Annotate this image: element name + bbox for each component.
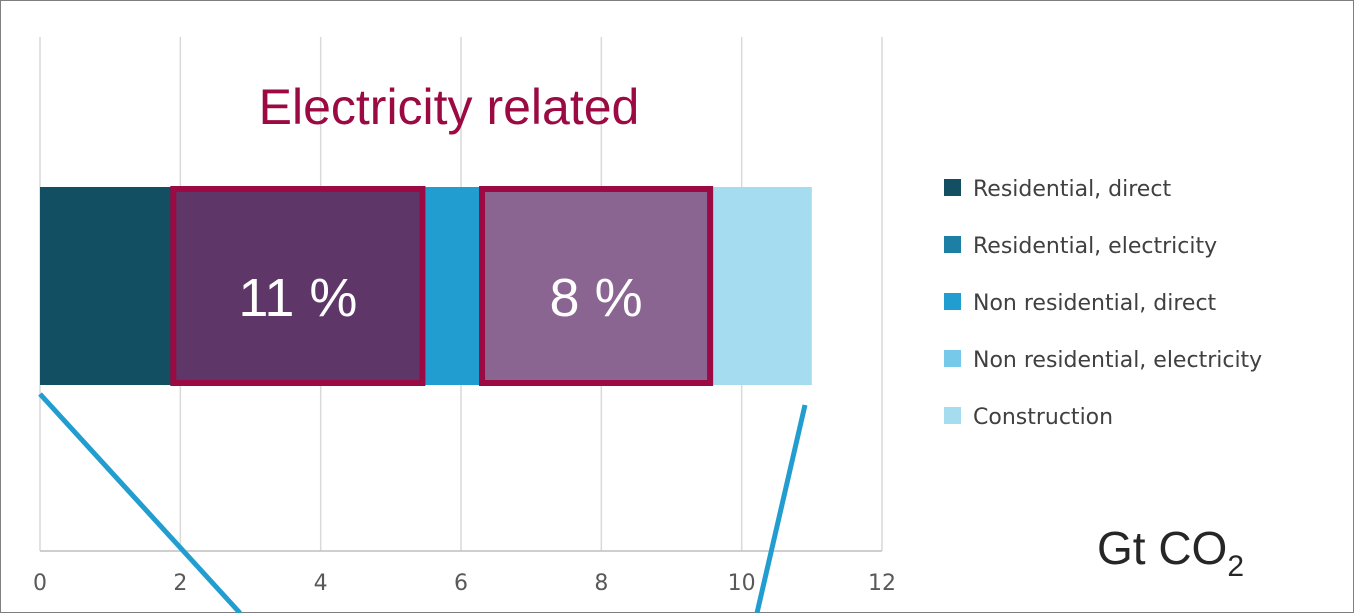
highlight-label-2: 8 % — [550, 268, 643, 328]
x-tick-label: 4 — [314, 571, 328, 596]
highlight-box-1 — [170, 186, 426, 386]
x-tick-label: 2 — [173, 571, 187, 596]
legend-label-4: Non residential, electricity — [973, 348, 1262, 373]
legend-label-2: Residential, electricity — [973, 234, 1217, 259]
highlight-box-2 — [479, 186, 714, 386]
unit-main: Gt CO — [1097, 522, 1227, 574]
chart-title: Electricity related — [259, 79, 640, 135]
x-tick-label: 0 — [33, 571, 47, 596]
unit-label: Gt CO2 — [1097, 522, 1244, 583]
x-tick-label: 12 — [868, 571, 896, 596]
unit-subscript: 2 — [1227, 550, 1244, 583]
legend-swatch-3 — [944, 293, 961, 310]
callout-line-left — [38, 392, 242, 613]
x-tick-label: 8 — [594, 571, 608, 596]
bar-segment-3 — [418, 187, 483, 385]
bar-segment-5 — [713, 187, 812, 385]
legend-swatch-1 — [944, 179, 961, 196]
legend-swatch-2 — [944, 236, 961, 253]
x-tick-label: 10 — [728, 571, 756, 596]
highlight-label-1: 11 % — [238, 268, 357, 328]
callout-line-right — [754, 404, 808, 613]
legend-swatch-4 — [944, 350, 961, 367]
bar-segment-1 — [40, 187, 174, 385]
legend-label-1: Residential, direct — [973, 177, 1171, 202]
legend-label-3: Non residential, direct — [973, 291, 1217, 316]
legend-label-5: Construction — [973, 405, 1113, 430]
legend-swatch-5 — [944, 407, 961, 424]
x-tick-label: 6 — [454, 571, 468, 596]
